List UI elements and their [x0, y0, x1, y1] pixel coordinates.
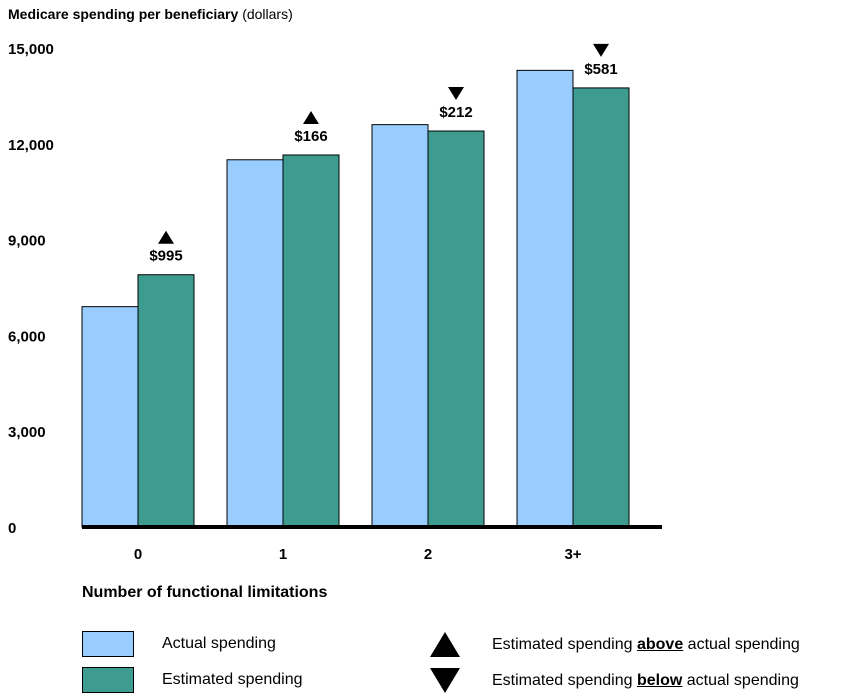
triangle-down-icon [430, 668, 460, 693]
difference-label: $581 [584, 61, 617, 78]
x-tick-label: 0 [134, 546, 142, 563]
bar-estimated [137, 274, 195, 528]
chart-title-main: Medicare spending per beneficiary [8, 6, 239, 22]
legend-label-estimated: Estimated spending [162, 671, 303, 688]
chart-title: Medicare spending per beneficiary (dolla… [8, 6, 293, 22]
x-tick-label: 1 [279, 546, 287, 563]
triangle-down-icon [448, 87, 464, 101]
bar-actual [226, 159, 284, 528]
chart-title-units: (dollars) [242, 6, 293, 22]
bar-estimated [427, 130, 485, 528]
legend-item-above: Estimated spending above actual spending [430, 632, 800, 657]
y-tick-label: 3,000 [8, 424, 46, 441]
bar-actual [81, 306, 139, 528]
triangle-up-icon [303, 110, 319, 124]
y-tick-label: 0 [8, 520, 16, 537]
difference-label: $995 [149, 248, 182, 265]
bar-estimated [282, 154, 340, 528]
legend-swatch-estimated [82, 667, 134, 693]
triangle-up-icon [430, 632, 460, 657]
triangle-down-icon [593, 43, 609, 57]
bar-actual [371, 124, 429, 528]
legend-label-below: Estimated spending below actual spending [492, 671, 799, 689]
legend-item-estimated: Estimated spending [82, 667, 303, 693]
difference-label: $212 [439, 104, 472, 121]
x-axis-title: Number of functional limitations [82, 584, 327, 601]
legend-item-actual: Actual spending [82, 631, 276, 657]
bar-estimated [572, 87, 630, 528]
legend-item-below: Estimated spending below actual spending [430, 668, 799, 693]
x-tick-label: 2 [424, 546, 432, 563]
legend-label-above: Estimated spending above actual spending [492, 635, 800, 653]
bar-actual [516, 69, 574, 528]
y-tick-label: 6,000 [8, 328, 46, 345]
y-tick-label: 12,000 [8, 137, 54, 154]
y-tick-label: 15,000 [8, 41, 54, 58]
x-tick-label: 3+ [564, 546, 581, 563]
bar-chart: 0 3,000 6,000 9,000 12,000 15,000 0 1 2 3+ $995 $16… [8, 41, 662, 601]
legend-swatch-actual [82, 631, 134, 657]
triangle-up-icon [158, 230, 174, 244]
legend-label-actual: Actual spending [162, 635, 276, 652]
y-tick-label: 9,000 [8, 233, 46, 250]
difference-label: $166 [294, 128, 327, 145]
